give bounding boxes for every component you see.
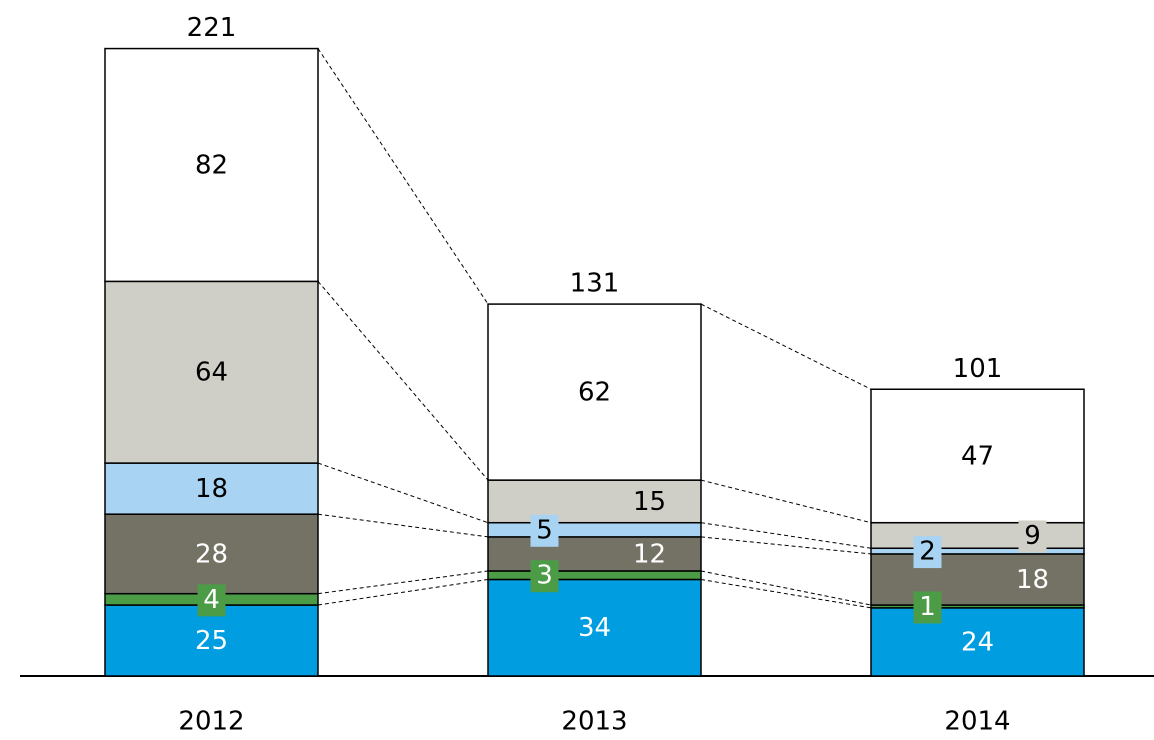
value-label: 5 [536, 515, 553, 545]
bar-segment [870, 388, 1085, 524]
value-label: 47 [961, 441, 994, 471]
value-label: 34 [578, 613, 611, 643]
value-label: 18 [195, 474, 228, 504]
total-label: 221 [187, 13, 237, 43]
value-label: 15 [633, 487, 666, 517]
label-box [530, 560, 559, 593]
value-label: 28 [195, 539, 228, 569]
bar-segment [487, 536, 702, 572]
bar-segment [104, 47, 319, 283]
label-box [913, 591, 942, 624]
value-label: 4 [203, 585, 220, 615]
value-label: 24 [961, 627, 994, 657]
connector [700, 479, 872, 524]
label-box [913, 536, 942, 569]
bar-segment [104, 604, 319, 677]
value-label: 62 [578, 378, 611, 408]
value-label: 25 [195, 626, 228, 656]
value-label: 3 [536, 561, 553, 591]
connector [317, 578, 489, 606]
label-box [197, 584, 226, 617]
label-box [1018, 520, 1047, 553]
bar-segment [487, 578, 702, 677]
total-label: 131 [570, 269, 620, 299]
connector [700, 578, 872, 609]
bar-segment [870, 521, 1085, 549]
value-label: 12 [633, 539, 666, 569]
connector [317, 281, 489, 481]
connector [317, 48, 489, 305]
connector [700, 522, 872, 549]
value-label: 82 [195, 150, 228, 180]
value-label: 18 [1016, 565, 1049, 595]
connector [700, 303, 872, 390]
bar-segment [487, 479, 702, 524]
x-tick-label: 2013 [561, 707, 627, 737]
bar-segment [104, 280, 319, 464]
bar-segment [870, 547, 1085, 555]
connector [700, 536, 872, 555]
value-label: 9 [1024, 521, 1041, 551]
connector [317, 462, 489, 524]
value-label: 1 [919, 592, 936, 622]
bar-segment [104, 462, 319, 515]
x-tick-label: 2014 [944, 707, 1010, 737]
bar-segment [870, 553, 1085, 606]
connector [700, 570, 872, 606]
connector [317, 513, 489, 538]
value-label: 64 [195, 358, 228, 388]
x-tick-label: 2012 [178, 707, 244, 737]
connector [317, 570, 489, 595]
bar-segment [487, 303, 702, 481]
label-box [530, 514, 559, 547]
total-label: 101 [953, 354, 1003, 384]
bar-segment [487, 570, 702, 581]
bar-segment [487, 521, 702, 538]
value-label: 2 [919, 537, 936, 567]
